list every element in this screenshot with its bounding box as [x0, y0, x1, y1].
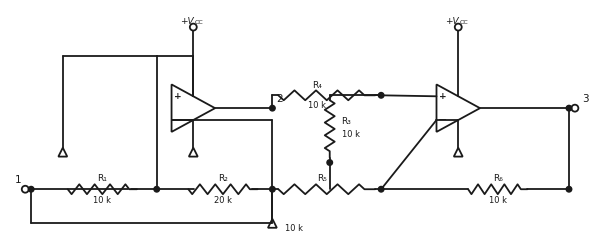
Circle shape	[566, 186, 572, 192]
Circle shape	[154, 186, 160, 192]
Text: 2: 2	[277, 94, 283, 104]
Text: 10 k: 10 k	[94, 196, 111, 205]
Text: 10 k: 10 k	[341, 130, 360, 139]
Circle shape	[378, 186, 384, 192]
Text: R₂: R₂	[218, 174, 228, 183]
Text: CC: CC	[459, 20, 468, 25]
Text: −: −	[438, 115, 447, 125]
Text: +: +	[439, 92, 446, 101]
Circle shape	[28, 186, 34, 192]
Circle shape	[327, 160, 332, 165]
Text: +V: +V	[180, 17, 193, 26]
Text: 10 k: 10 k	[489, 196, 507, 205]
Text: −: −	[173, 115, 182, 125]
Text: 1: 1	[15, 175, 21, 185]
Text: R₆: R₆	[493, 174, 502, 183]
Text: R₅: R₅	[317, 174, 327, 183]
Text: +V: +V	[445, 17, 458, 26]
Text: R₁: R₁	[97, 174, 107, 183]
Text: 20 k: 20 k	[214, 196, 232, 205]
Circle shape	[566, 105, 572, 111]
Circle shape	[270, 186, 275, 192]
Text: 10 k: 10 k	[308, 101, 326, 110]
Text: +: +	[174, 92, 181, 101]
Circle shape	[378, 92, 384, 98]
Circle shape	[270, 105, 275, 111]
Text: R₄: R₄	[312, 81, 322, 90]
Text: 3: 3	[582, 94, 589, 104]
Text: CC: CC	[194, 20, 203, 25]
Text: R₃: R₃	[341, 117, 351, 125]
Text: 10 k: 10 k	[285, 224, 303, 233]
